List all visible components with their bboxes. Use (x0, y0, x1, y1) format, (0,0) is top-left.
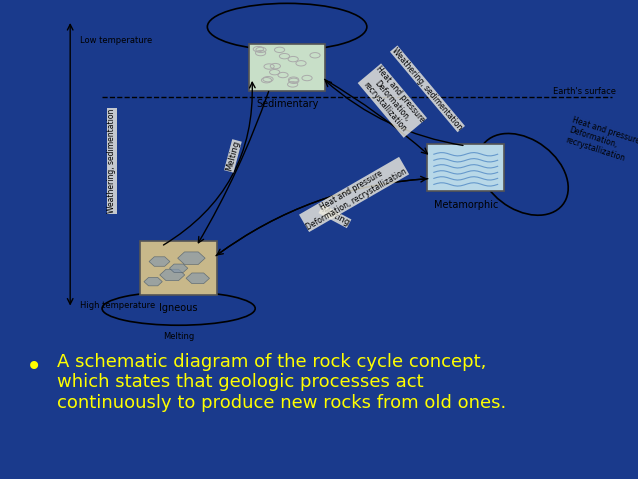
FancyBboxPatch shape (140, 241, 217, 295)
FancyBboxPatch shape (427, 144, 504, 191)
Text: Melting: Melting (319, 205, 351, 228)
Text: Weathering, sedimentation: Weathering, sedimentation (390, 46, 464, 132)
Polygon shape (149, 257, 170, 266)
Text: High temperature: High temperature (80, 301, 155, 309)
Text: A schematic diagram of the rock cycle concept,
which states that geologic proces: A schematic diagram of the rock cycle co… (57, 353, 507, 412)
Polygon shape (170, 264, 188, 273)
Text: Sedimentary: Sedimentary (256, 99, 318, 109)
Text: Melting: Melting (163, 332, 194, 341)
Text: Low temperature: Low temperature (80, 36, 152, 45)
Text: Weathering, sedimentation: Weathering, sedimentation (107, 109, 116, 213)
FancyBboxPatch shape (249, 44, 325, 91)
Text: •: • (26, 353, 41, 380)
Polygon shape (144, 277, 162, 286)
Text: Metamorphic: Metamorphic (434, 200, 498, 209)
Polygon shape (160, 269, 185, 281)
Text: Heat and pressure
Deformation,
recrystallization: Heat and pressure Deformation, recrystal… (358, 64, 427, 137)
Text: Melting: Melting (225, 140, 241, 172)
Text: Heat and pressure
Deformation,
recrystallization: Heat and pressure Deformation, recrystal… (565, 116, 638, 166)
Text: Earth's surface: Earth's surface (553, 87, 616, 96)
Text: Heat and pressure
Deformation, recrystallization: Heat and pressure Deformation, recrystal… (300, 158, 408, 231)
Polygon shape (177, 252, 205, 264)
Polygon shape (186, 273, 209, 284)
Text: Igneous: Igneous (160, 304, 198, 313)
